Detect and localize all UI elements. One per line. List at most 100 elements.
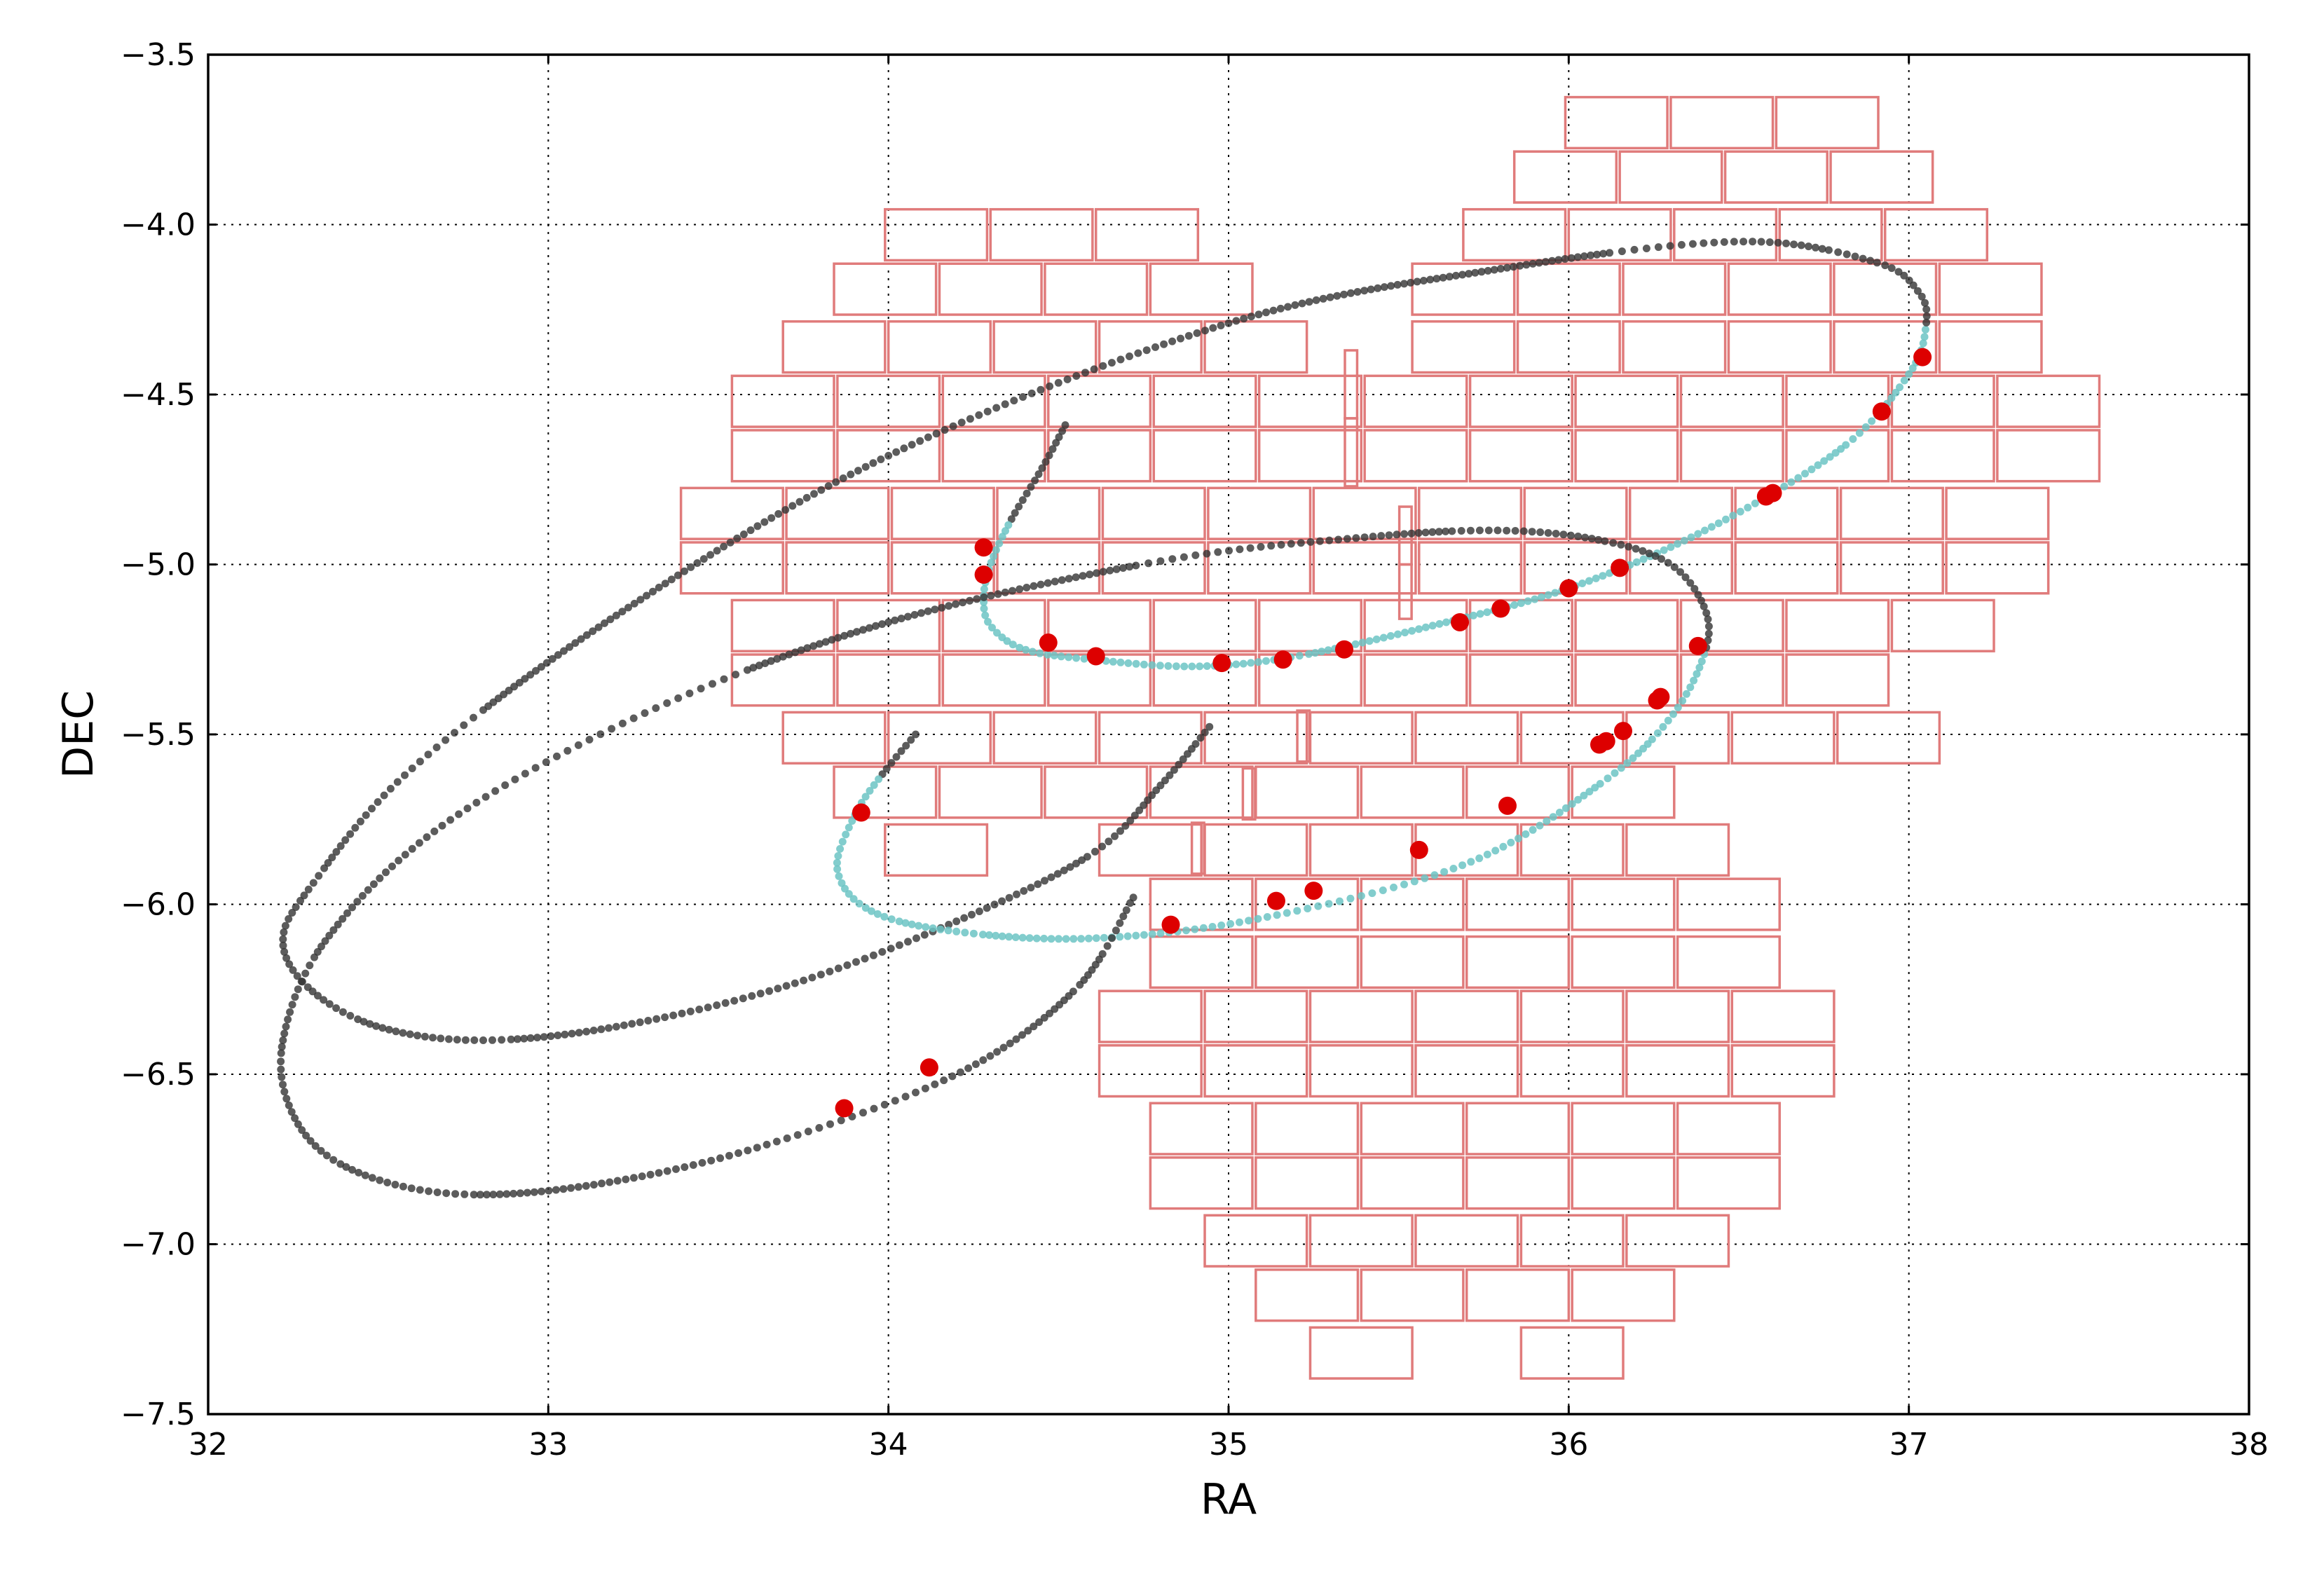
orbit-point: [749, 664, 758, 672]
orbit-point: [1774, 238, 1782, 247]
ccd-rect: [996, 486, 1101, 540]
orbit-point: [1510, 601, 1519, 609]
orbit-point: [1001, 588, 1009, 596]
orbit-point: [1679, 697, 1687, 705]
orbit-point: [1552, 530, 1560, 537]
orbit-point: [1086, 570, 1094, 579]
orbit-point: [957, 418, 966, 427]
orbit-point: [912, 1088, 920, 1097]
orbit-point: [1707, 523, 1716, 531]
orbit-point: [1034, 470, 1043, 479]
orbit-point: [306, 961, 314, 970]
orbit-point: [1126, 352, 1133, 360]
orbit-point: [866, 787, 874, 795]
orbit-point: [280, 1088, 289, 1096]
ccd-rect: [730, 429, 835, 483]
orbit-point: [1484, 266, 1492, 275]
orbit-point: [1367, 285, 1375, 294]
orbit-point: [808, 973, 816, 982]
orbit-point: [655, 1169, 663, 1177]
orbit-point: [980, 605, 988, 612]
orbit-point: [1046, 1009, 1053, 1018]
orbit-point: [841, 884, 849, 893]
ccd-rect: [941, 653, 1046, 707]
orbit-point: [904, 938, 912, 946]
orbit-point: [1276, 304, 1285, 313]
ccd-rect: [884, 823, 989, 877]
orbit-point: [629, 1174, 638, 1182]
orbit-point: [753, 522, 762, 530]
ccd-rect: [1723, 150, 1829, 204]
ccd-rect: [781, 320, 887, 374]
y-tick-label: −3.5: [121, 37, 196, 73]
orbit-point: [803, 644, 812, 652]
orbit-point: [785, 650, 793, 659]
orbit-point: [834, 633, 842, 642]
orbit-point: [1574, 795, 1583, 804]
ccd-rect: [1098, 320, 1203, 374]
orbit-point: [1475, 526, 1484, 535]
orbit-point: [1559, 530, 1568, 539]
detection-point: [852, 803, 870, 822]
orbit-point: [366, 1020, 374, 1028]
y-tick-label: −4.0: [121, 207, 196, 243]
detection-point: [1409, 840, 1428, 859]
orbit-point: [1894, 268, 1903, 276]
orbit-point: [1179, 755, 1187, 763]
orbit-point: [1315, 537, 1324, 545]
orbit-point: [589, 627, 597, 636]
y-tick-label: −7.5: [121, 1397, 196, 1432]
orbit-point: [369, 880, 378, 889]
orbit-point: [1524, 597, 1532, 605]
orbit-point: [1140, 931, 1148, 939]
orbit-point: [361, 1171, 369, 1179]
orbit-point: [433, 1188, 442, 1196]
orbit-point: [636, 596, 645, 604]
ccd-rect: [1945, 486, 2050, 540]
orbit-point: [1440, 868, 1449, 876]
orbit-point: [1606, 249, 1614, 257]
orbit-point: [1116, 355, 1125, 364]
orbit-point: [507, 1035, 515, 1043]
orbit-point: [1609, 539, 1618, 547]
orbit-point: [1669, 710, 1677, 718]
orbit-point: [861, 904, 870, 912]
orbit-point: [892, 753, 901, 761]
ccd-rect: [938, 262, 1043, 316]
orbit-point: [596, 730, 605, 739]
orbit-point: [520, 1034, 528, 1043]
orbit-point: [1714, 519, 1723, 528]
orbit-point: [936, 925, 945, 933]
orbit-point: [924, 607, 932, 615]
orbit-point: [1116, 919, 1124, 927]
orbit-point: [992, 404, 1001, 412]
orbit-point: [1019, 393, 1027, 401]
orbit-point: [1010, 397, 1018, 405]
ccd-rect: [836, 598, 941, 652]
orbit-point: [286, 1008, 294, 1016]
orbit-point: [952, 927, 961, 936]
orbit-point: [1451, 271, 1460, 280]
orbit-point: [748, 992, 756, 1000]
orbit-point: [980, 585, 988, 594]
orbit-point: [1191, 740, 1200, 748]
orbit-point: [1201, 728, 1209, 736]
orbit-point: [931, 605, 939, 614]
orbit-point: [388, 862, 396, 870]
orbit-point: [1156, 781, 1165, 790]
orbit-point: [949, 422, 957, 430]
ccd-rect: [1727, 320, 1832, 374]
orbit-point: [948, 1072, 957, 1081]
orbit-point: [1430, 871, 1439, 879]
ccd-rect: [1519, 1214, 1625, 1268]
orbit-point: [681, 567, 688, 575]
orbit-point: [828, 636, 836, 644]
orbit-point: [1093, 569, 1101, 577]
y-tick-label: −6.0: [121, 887, 196, 923]
orbit-point: [1099, 362, 1107, 370]
orbit-point: [938, 603, 946, 612]
orbit-point: [1168, 337, 1177, 345]
orbit-point: [306, 1137, 315, 1145]
orbit-point: [1686, 683, 1695, 692]
orbit-point: [1298, 299, 1306, 308]
